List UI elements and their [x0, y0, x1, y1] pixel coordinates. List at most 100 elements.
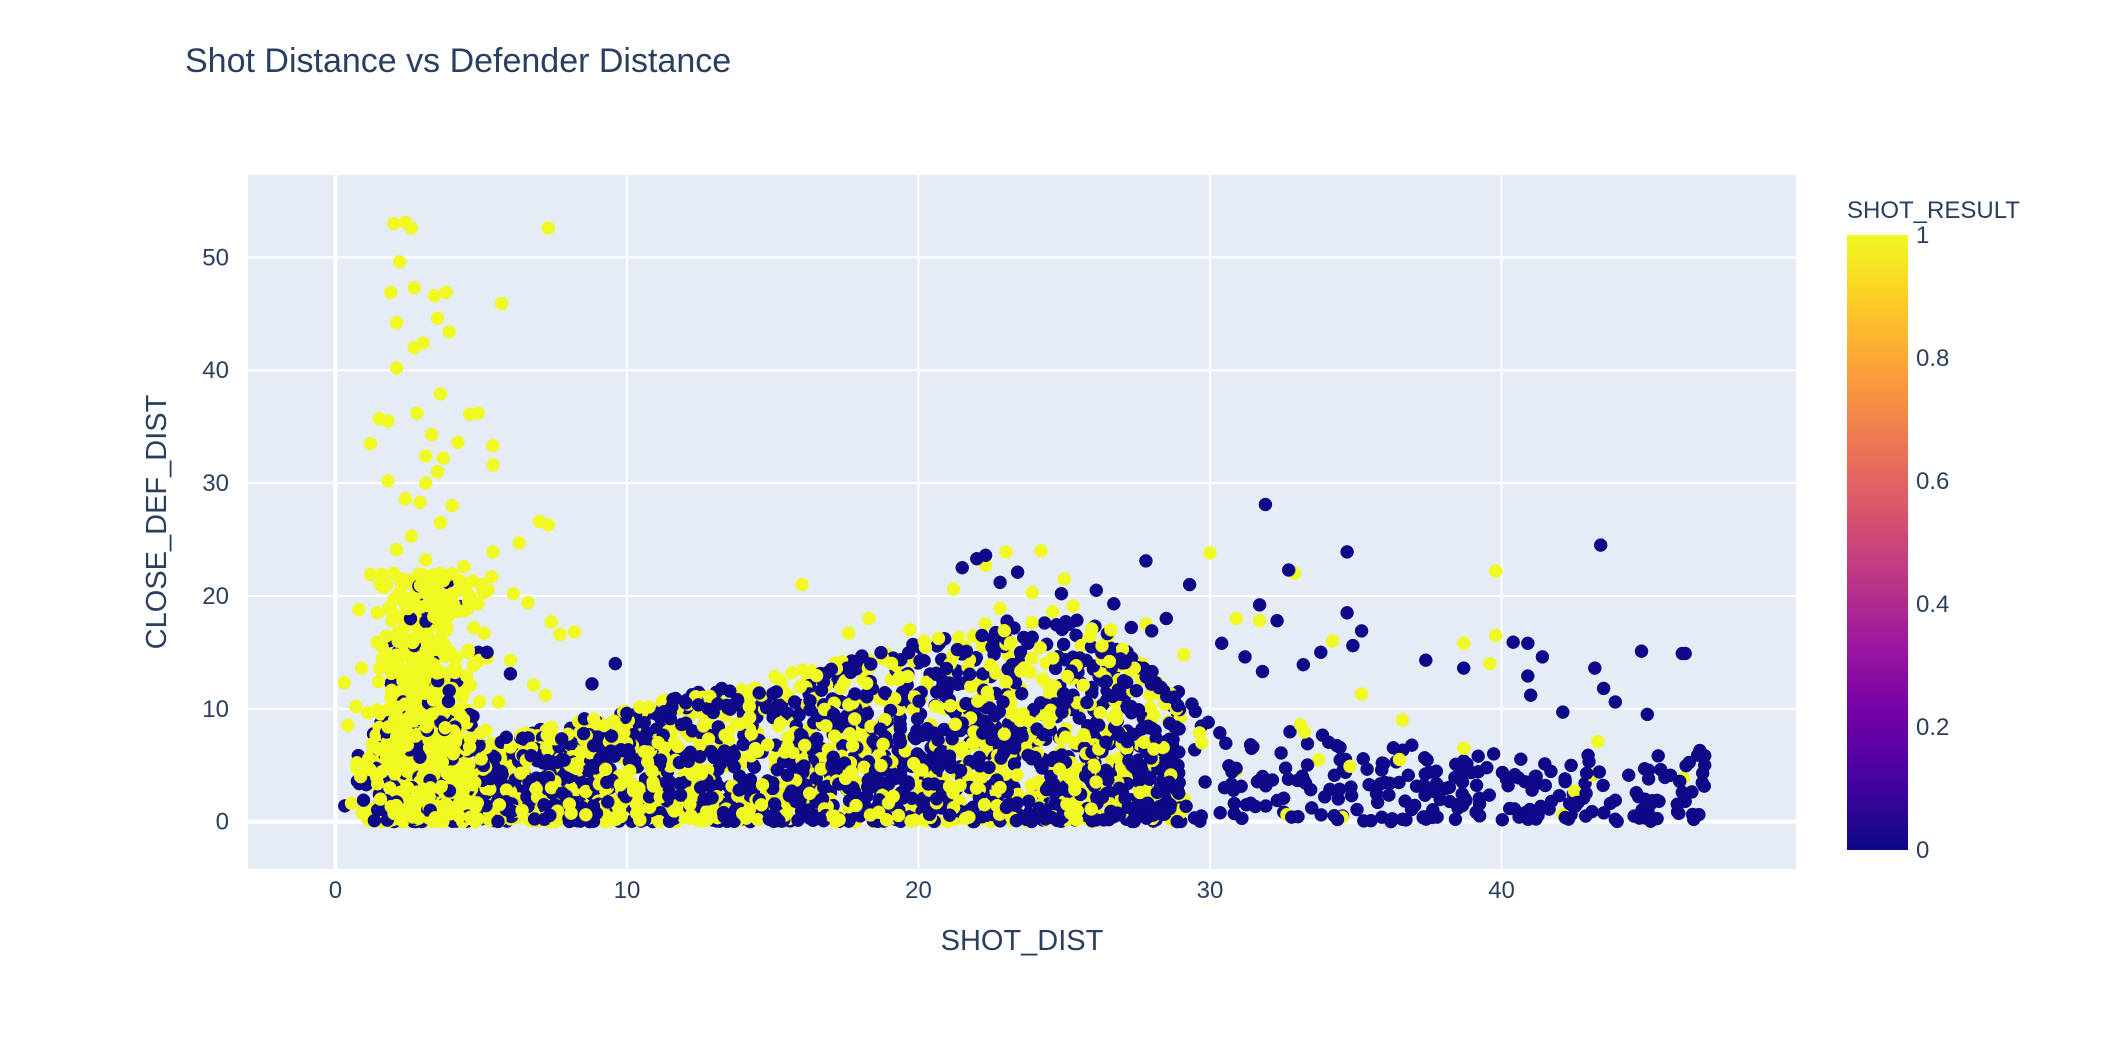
y-axis-title: CLOSE_DEF_DIST: [141, 394, 173, 649]
data-point: [529, 782, 543, 796]
data-point: [1025, 651, 1039, 665]
data-point: [657, 704, 671, 719]
data-point: [1278, 761, 1293, 775]
data-point: [576, 726, 591, 741]
data-point: [486, 545, 500, 559]
data-point: [420, 571, 435, 586]
data-point: [752, 686, 766, 700]
data-point: [953, 778, 967, 793]
data-point: [795, 577, 809, 592]
data-point: [553, 627, 567, 642]
data-point: [983, 658, 997, 672]
data-point: [1521, 636, 1535, 651]
data-point: [597, 718, 612, 733]
data-point: [1058, 730, 1073, 744]
data-point: [620, 706, 634, 721]
data-point: [1101, 773, 1115, 787]
data-point: [462, 589, 477, 603]
data-point: [544, 780, 559, 795]
data-point: [541, 221, 556, 235]
data-point: [436, 451, 451, 465]
data-point: [1235, 811, 1249, 826]
data-point: [825, 759, 839, 774]
data-point: [864, 657, 878, 671]
data-point: [391, 700, 406, 715]
data-point: [1523, 688, 1538, 702]
colorbar-tick-label: 1: [1916, 222, 1929, 249]
data-point: [448, 771, 463, 785]
data-point: [1033, 696, 1048, 710]
data-point: [760, 738, 775, 752]
data-point: [1300, 758, 1315, 772]
data-point: [1456, 741, 1471, 756]
data-point: [604, 729, 619, 743]
data-point: [1483, 656, 1497, 671]
data-point: [912, 694, 926, 708]
data-point: [1528, 769, 1542, 784]
data-point: [1321, 735, 1336, 750]
data-point: [1161, 752, 1176, 766]
data-point: [780, 740, 795, 754]
data-point: [1118, 655, 1132, 670]
data-point: [942, 749, 957, 763]
data-point: [1099, 735, 1113, 749]
data-point: [1472, 808, 1486, 822]
data-point: [1535, 650, 1550, 664]
data-point: [1382, 788, 1396, 802]
data-point: [1525, 783, 1539, 797]
data-point: [1104, 804, 1118, 819]
data-point: [915, 763, 929, 777]
data-point: [503, 653, 518, 667]
data-point: [874, 758, 888, 773]
data-point: [1325, 634, 1340, 648]
data-point: [1640, 707, 1655, 722]
data-point: [1182, 577, 1197, 592]
x-axis-title: SHOT_DIST: [941, 925, 1104, 957]
data-point: [1229, 611, 1244, 626]
data-point: [1225, 765, 1239, 779]
data-point: [404, 221, 419, 235]
data-point: [419, 643, 433, 658]
data-point: [1641, 772, 1656, 786]
data-point: [413, 495, 427, 510]
data-point: [1159, 689, 1174, 704]
colorbar-tick-label: 0: [1916, 837, 1929, 864]
data-point: [1429, 776, 1444, 791]
data-point: [905, 791, 919, 806]
data-point: [515, 731, 530, 746]
data-point: [363, 436, 378, 451]
data-point: [849, 798, 863, 813]
data-point: [910, 712, 925, 726]
data-point: [405, 810, 420, 824]
data-point: [732, 717, 747, 732]
data-point: [977, 797, 992, 812]
data-point: [700, 804, 714, 819]
data-point: [827, 729, 842, 743]
data-point: [579, 808, 593, 822]
data-point: [1398, 794, 1412, 808]
data-point: [931, 758, 946, 773]
data-point: [762, 812, 777, 827]
data-point: [1384, 814, 1398, 829]
data-point: [1107, 597, 1121, 611]
data-point: [1177, 647, 1191, 662]
data-point: [827, 707, 841, 722]
data-point: [1298, 776, 1313, 790]
data-point: [515, 803, 529, 818]
y-tick-label: 10: [202, 696, 229, 723]
data-point: [419, 476, 433, 490]
data-point: [730, 692, 745, 707]
data-point: [1401, 768, 1416, 783]
data-point: [754, 798, 769, 812]
data-point: [797, 738, 812, 753]
data-point: [499, 783, 514, 797]
data-point: [1392, 752, 1407, 767]
data-point: [980, 685, 995, 699]
data-point: [579, 784, 593, 799]
data-point: [904, 814, 918, 828]
data-point: [361, 751, 376, 766]
data-point: [696, 719, 711, 733]
data-point: [419, 449, 433, 463]
data-point: [389, 316, 404, 330]
data-point: [721, 701, 735, 715]
